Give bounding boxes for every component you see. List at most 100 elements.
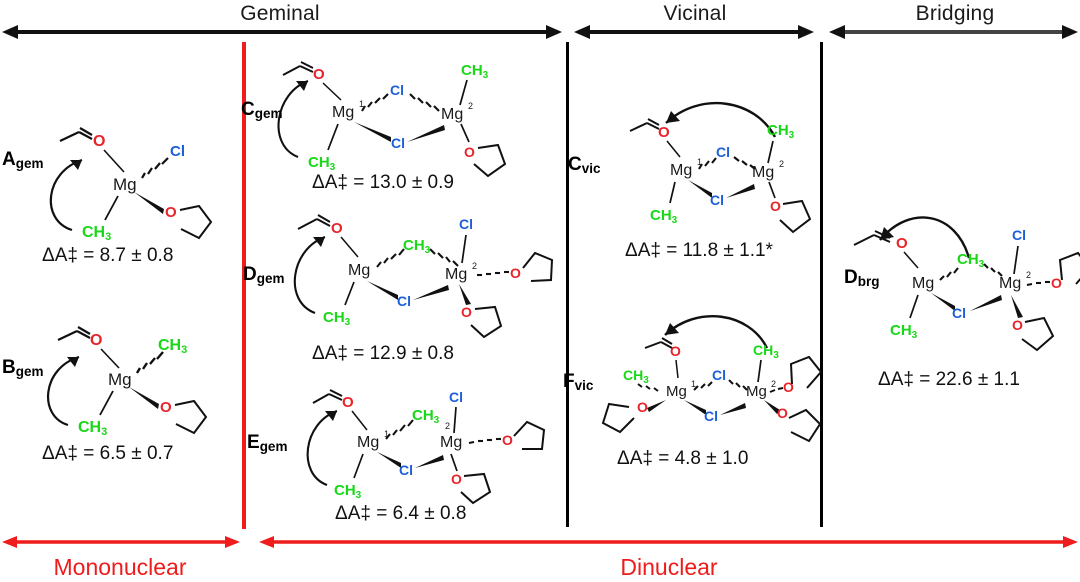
svg-text:O: O xyxy=(777,405,788,421)
svg-text:O: O xyxy=(658,124,670,141)
svg-text:Cl: Cl xyxy=(170,143,185,160)
svg-text:2: 2 xyxy=(1026,270,1031,280)
energy-C-vic: ΔA‡ = 11.8 ± 1.1* xyxy=(625,240,773,261)
svg-text:CH3: CH3 xyxy=(323,309,351,328)
svg-text:CH3: CH3 xyxy=(412,407,440,426)
svg-text:Cl: Cl xyxy=(704,408,718,424)
geminal-range-arrow xyxy=(2,22,562,42)
svg-text:Cl: Cl xyxy=(716,144,730,160)
structure-label-A-gem: Agem xyxy=(2,149,44,171)
bridging-range-arrow xyxy=(829,22,1078,42)
svg-text:O: O xyxy=(1012,317,1023,333)
svg-text:2: 2 xyxy=(445,421,450,431)
svg-text:Mg: Mg xyxy=(445,266,467,283)
svg-text:O: O xyxy=(770,198,781,214)
svg-text:O: O xyxy=(313,66,325,83)
svg-text:Mg: Mg xyxy=(348,262,370,279)
svg-text:Mg: Mg xyxy=(746,383,767,400)
svg-text:Mg: Mg xyxy=(752,164,774,181)
svg-text:O: O xyxy=(670,343,681,359)
svg-text:CH3: CH3 xyxy=(957,251,985,270)
structure-label-F-vic: Fvic xyxy=(563,371,594,393)
svg-text:O: O xyxy=(896,235,908,252)
mononuclear-range-arrow xyxy=(2,533,240,551)
category-label-bridging: Bridging xyxy=(915,2,995,25)
svg-text:O: O xyxy=(464,144,475,160)
category-label-geminal: Geminal xyxy=(240,2,320,25)
svg-text:CH3: CH3 xyxy=(623,367,649,386)
svg-text:Mg: Mg xyxy=(113,175,137,194)
svg-text:Cl: Cl xyxy=(391,135,405,151)
svg-text:Mg: Mg xyxy=(999,275,1021,292)
svg-text:Cl: Cl xyxy=(712,367,726,383)
svg-text:Cl: Cl xyxy=(710,192,724,208)
category-label-vicinal: Vicinal xyxy=(663,2,727,25)
svg-text:CH3: CH3 xyxy=(403,237,431,256)
svg-text:O: O xyxy=(451,471,462,487)
svg-text:1: 1 xyxy=(384,429,389,439)
structure-D-gem: O Mg CH3 Mg 2 Cl xyxy=(243,205,555,347)
svg-text:2: 2 xyxy=(472,261,477,271)
svg-text:CH3: CH3 xyxy=(334,482,362,501)
structure-label-B-gem: Bgem xyxy=(2,357,44,379)
nuclearity-label-dinuclear: Dinuclear xyxy=(620,554,718,580)
svg-text:Mg: Mg xyxy=(441,106,463,123)
svg-text:Cl: Cl xyxy=(1012,227,1026,243)
energy-A-gem: ΔA‡ = 8.7 ± 0.8 xyxy=(42,245,174,266)
svg-text:O: O xyxy=(1051,275,1062,291)
svg-text:2: 2 xyxy=(771,379,776,389)
svg-text:Cl: Cl xyxy=(390,82,404,98)
structure-label-E-gem: Egem xyxy=(247,432,288,454)
svg-text:O: O xyxy=(510,265,521,281)
svg-text:Mg: Mg xyxy=(108,370,132,389)
energy-F-vic: ΔA‡ = 4.8 ± 1.0 xyxy=(617,448,749,469)
svg-text:CH3: CH3 xyxy=(308,154,336,173)
vicinal-range-arrow xyxy=(574,22,814,42)
structure-D-brg: O Mg CH3 Mg 2 Cl CH xyxy=(824,200,1080,360)
svg-text:Cl: Cl xyxy=(952,305,966,321)
structure-label-C-vic: Cvic xyxy=(568,154,601,176)
structure-label-C-gem: Cgem xyxy=(241,99,283,121)
svg-text:Cl: Cl xyxy=(449,389,463,405)
svg-text:Cl: Cl xyxy=(399,462,413,478)
structure-F-vic: O Mg 1 CH3 O Cl xyxy=(563,300,827,450)
energy-C-gem: ΔA‡ = 13.0 ± 0.9 xyxy=(312,172,454,193)
divider-vicinal-bridging xyxy=(820,42,823,527)
svg-text:Mg: Mg xyxy=(357,434,379,451)
svg-text:2: 2 xyxy=(779,159,784,169)
dinuclear-range-arrow xyxy=(259,533,1078,551)
svg-text:CH3: CH3 xyxy=(767,122,795,141)
energy-D-brg: ΔA‡ = 22.6 ± 1.1 xyxy=(878,369,1020,390)
nuclearity-label-mononuclear: Mononuclear xyxy=(53,554,187,580)
structure-label-D-brg: Dbrg xyxy=(844,267,880,289)
svg-text:Cl: Cl xyxy=(459,216,473,232)
divider-geminal-vicinal xyxy=(566,42,569,527)
svg-text:Cl: Cl xyxy=(397,293,411,309)
svg-text:CH3: CH3 xyxy=(461,62,489,81)
svg-text:O: O xyxy=(165,204,177,221)
svg-text:O: O xyxy=(783,379,794,395)
energy-E-gem: ΔA‡ = 6.4 ± 0.8 xyxy=(335,503,467,524)
structure-E-gem: O Mg 1 CH3 Cl Mg 2 CH3 Cl xyxy=(247,375,555,510)
energy-D-gem: ΔA‡ = 12.9 ± 0.8 xyxy=(312,343,454,364)
svg-text:1: 1 xyxy=(359,99,364,109)
svg-text:O: O xyxy=(342,394,354,411)
svg-text:Mg: Mg xyxy=(666,383,687,400)
svg-text:CH3: CH3 xyxy=(890,322,918,341)
structure-C-gem: O Mg 1 Cl Mg 2 xyxy=(241,45,555,185)
svg-text:O: O xyxy=(160,399,172,416)
structure-A-gem: O Mg Cl CH3 O Agem xyxy=(0,110,240,270)
divider-mononuclear-dinuclear xyxy=(242,42,246,529)
structure-label-D-gem: Dgem xyxy=(243,264,285,286)
structure-B-gem: O Mg CH3 CH3 O Bgem xyxy=(0,310,240,470)
energy-B-gem: ΔA‡ = 6.5 ± 0.7 xyxy=(42,443,174,464)
svg-text:CH3: CH3 xyxy=(78,419,107,438)
svg-text:CH3: CH3 xyxy=(158,337,187,356)
svg-text:Mg: Mg xyxy=(332,104,354,121)
svg-text:1: 1 xyxy=(691,379,696,389)
svg-text:CH3: CH3 xyxy=(82,224,111,243)
svg-text:Mg: Mg xyxy=(670,162,692,179)
svg-text:O: O xyxy=(93,133,105,150)
svg-text:O: O xyxy=(90,332,102,349)
svg-text:CH3: CH3 xyxy=(753,342,779,361)
